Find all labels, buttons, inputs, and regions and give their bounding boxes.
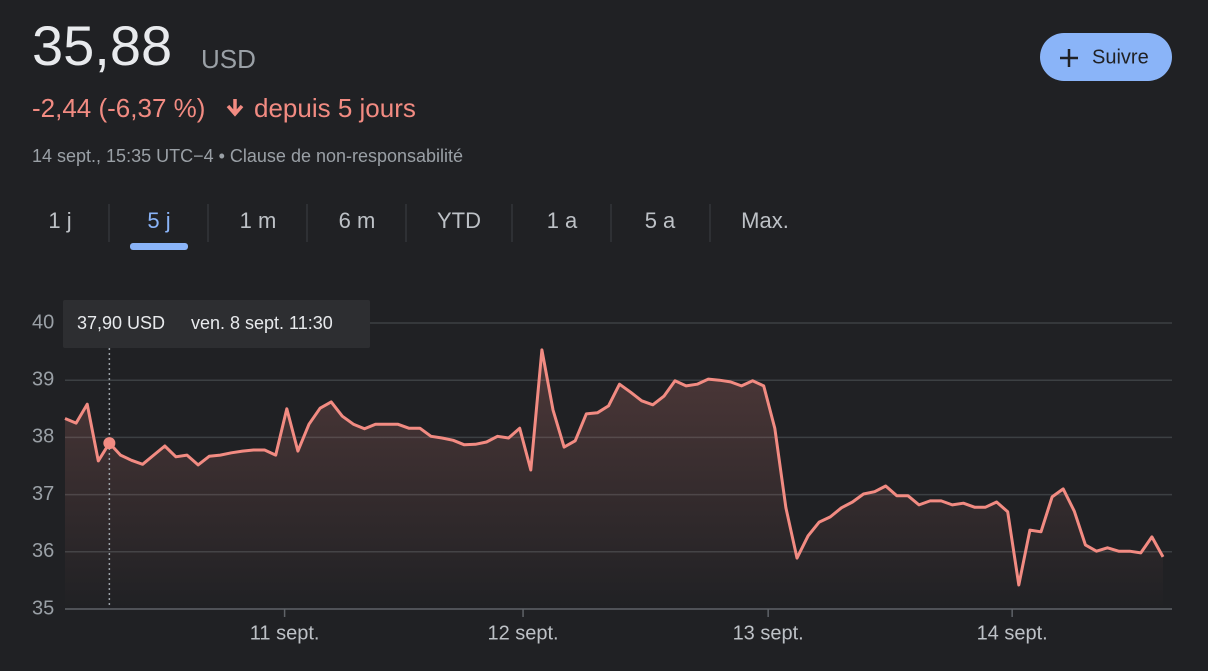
currency: USD [201,44,256,74]
tab[interactable]: 1 j [48,208,71,233]
x-tick-label: 12 sept. [487,622,558,644]
x-tick-label: 13 sept. [733,622,804,644]
x-tick-label: 11 sept. [250,622,320,644]
tooltip-date: ven. 8 sept. 11:30 [191,313,333,333]
tab[interactable]: YTD [437,208,481,233]
tab[interactable]: 5 a [645,208,676,233]
tab[interactable]: 5 j [147,208,170,233]
tooltip-value: 37,90 USD [77,313,165,333]
hover-point [103,437,116,450]
tab[interactable]: 1 m [240,208,277,233]
price-change: -2,44 (-6,37 %) [32,93,205,123]
y-tick-label: 36 [32,540,54,562]
y-tick-label: 39 [32,368,54,390]
tab[interactable]: 6 m [339,208,376,233]
follow-button[interactable]: Suivre [1040,33,1172,81]
button-bg[interactable] [1040,33,1172,81]
y-tick-label: 35 [32,597,54,619]
active-tab-indicator [130,243,188,250]
y-tick-label: 38 [32,426,54,448]
tab[interactable]: Max. [741,208,789,233]
price-line [64,348,1165,587]
y-tick-label: 40 [32,311,54,333]
x-tick-label: 14 sept. [977,622,1048,644]
plus-icon[interactable] [1060,49,1078,67]
tooltip-bg [63,300,370,348]
button-label[interactable]: Suivre [1092,46,1149,68]
timestamp[interactable]: 14 sept., 15:35 UTC−4 • Clause de non-re… [32,146,463,166]
change-period: depuis 5 jours [254,93,416,123]
down-arrow-icon [226,99,244,117]
tab[interactable]: 1 a [547,208,578,233]
range-tabs: 1 j 5 j 1 m 6 m YTD 1 a 5 a Max. [48,204,789,250]
y-tick-label: 37 [32,483,54,505]
chart: 35 36 37 38 39 40 11 sept. 12 sept. 13 sept. 14 s… [32,300,1172,644]
price: 35,88 [32,14,172,77]
